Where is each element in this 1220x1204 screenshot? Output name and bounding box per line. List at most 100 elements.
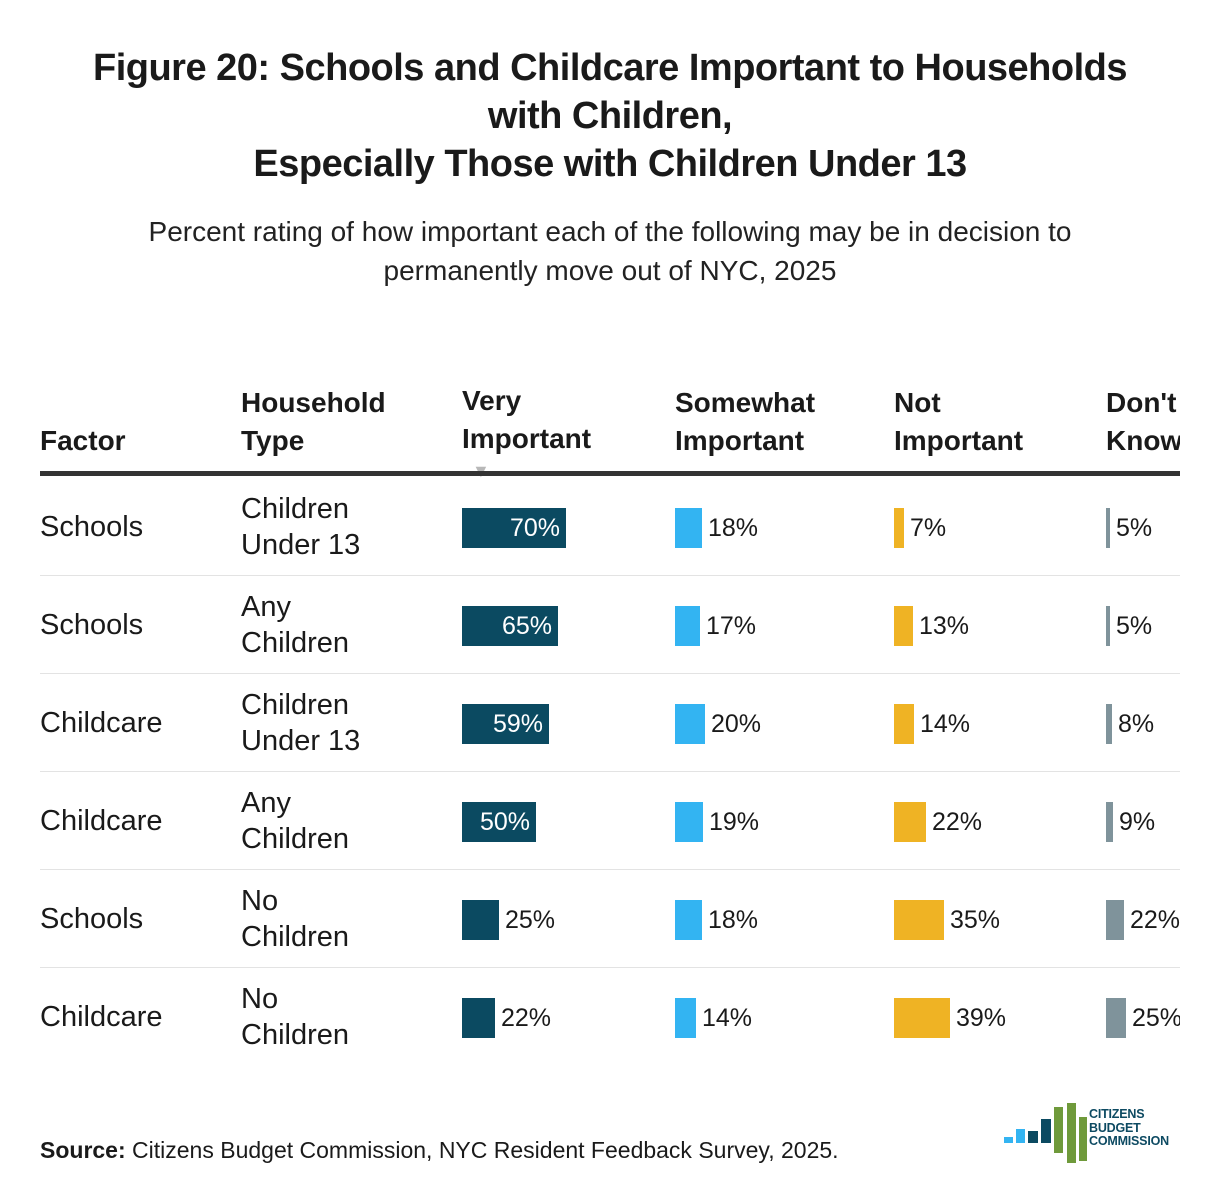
logo-bar-3 — [1028, 1131, 1038, 1143]
household-type-cell: Any Children — [241, 785, 349, 857]
header-somewhat-line-1: Somewhat — [675, 387, 816, 418]
somewhat-bar[interactable] — [675, 998, 696, 1038]
header-household-type-line-2: Type — [241, 425, 305, 456]
row-separator — [40, 869, 1180, 870]
not-bar[interactable] — [894, 704, 914, 744]
header-not-important[interactable]: Not Important — [894, 384, 1023, 460]
logo-bar-6 — [1067, 1103, 1076, 1163]
somewhat-value-label: 18% — [708, 514, 759, 542]
very-bar[interactable] — [462, 802, 536, 842]
chart-table: Factor Household Type Very Important ▼ S… — [40, 340, 1180, 1060]
dk-bar[interactable] — [1106, 802, 1113, 842]
somewhat-bar[interactable] — [675, 508, 702, 548]
not-value-label: 39% — [956, 1004, 1007, 1032]
logo-line-2: BUDGET — [1089, 1120, 1141, 1135]
household-type-line-2: Children — [241, 627, 349, 659]
header-somewhat-important[interactable]: Somewhat Important — [675, 384, 815, 460]
very-bar[interactable] — [462, 606, 558, 646]
title-line-2: with Children, — [487, 95, 733, 137]
very-value-label: 50% — [479, 808, 530, 836]
table-header: Factor Household Type Very Important ▼ S… — [40, 340, 1180, 481]
very-bar[interactable] — [462, 998, 495, 1038]
header-dk-line-1: Don't — [1106, 387, 1177, 418]
header-not-line-1: Not — [894, 387, 941, 418]
title-line-3: Especially Those with Children Under 13 — [253, 143, 967, 185]
not-value-label: 22% — [932, 808, 983, 836]
very-value-label: 25% — [505, 906, 556, 934]
dk-bar[interactable] — [1106, 998, 1126, 1038]
dk-bar[interactable] — [1106, 508, 1110, 548]
logo-line-3: COMMISSION — [1089, 1134, 1169, 1148]
somewhat-bar[interactable] — [675, 704, 705, 744]
header-dk-line-2: Know — [1106, 425, 1180, 456]
dk-value-label: 25% — [1132, 1004, 1180, 1032]
header-household-type[interactable]: Household Type — [241, 384, 386, 460]
household-type-line-2: Under 13 — [241, 529, 361, 561]
household-type-cell: No Children — [241, 981, 349, 1053]
header-rule — [40, 471, 1180, 476]
household-type-cell: Children Under 13 — [241, 687, 360, 759]
very-bar[interactable] — [462, 704, 549, 744]
subtitle-line-1: Percent rating of how important each of … — [148, 216, 1072, 247]
household-type-line-2: Under 13 — [241, 725, 361, 757]
cbc-bars-logo-icon — [1004, 1103, 1087, 1163]
somewhat-bar[interactable] — [675, 606, 700, 646]
row-separator — [40, 771, 1180, 772]
logo-line-1: CITIZENS — [1089, 1107, 1145, 1121]
not-value-label: 13% — [919, 612, 970, 640]
household-type-line-1: Children — [241, 493, 349, 525]
somewhat-value-label: 18% — [708, 906, 759, 934]
household-type-line-1: Any — [241, 787, 291, 819]
not-bar[interactable] — [894, 606, 913, 646]
row-separator — [40, 673, 1180, 674]
header-dont-know[interactable]: Don't Know — [1106, 384, 1180, 460]
very-value-label: 22% — [501, 1004, 552, 1032]
table-row: Childcare Any Children 50% 19% 22% 9% — [40, 772, 1180, 870]
factor-cell: Schools — [40, 903, 144, 935]
not-bar[interactable] — [894, 508, 904, 548]
dk-bar[interactable] — [1106, 900, 1124, 940]
logo-bar-1 — [1004, 1137, 1013, 1143]
somewhat-bar[interactable] — [675, 900, 702, 940]
somewhat-value-label: 17% — [706, 612, 757, 640]
household-type-line-2: Children — [241, 921, 349, 953]
not-value-label: 35% — [950, 906, 1001, 934]
factor-cell: Childcare — [40, 805, 163, 837]
dk-bar[interactable] — [1106, 606, 1110, 646]
factor-cell: Childcare — [40, 1001, 163, 1033]
dk-value-label: 22% — [1130, 906, 1180, 934]
dk-value-label: 5% — [1116, 612, 1153, 640]
household-type-line-2: Children — [241, 1019, 349, 1051]
very-bar[interactable] — [462, 508, 566, 548]
factor-cell: Schools — [40, 609, 144, 641]
title-line-1: Figure 20: Schools and Childcare Importa… — [92, 47, 1128, 89]
logo-wordmark: CITIZENS BUDGET COMMISSION — [1089, 1107, 1169, 1149]
not-bar[interactable] — [894, 900, 944, 940]
dk-value-label: 5% — [1116, 514, 1153, 542]
source-label: Source: — [40, 1137, 126, 1163]
very-bar[interactable] — [462, 900, 499, 940]
factor-cell: Schools — [40, 511, 144, 543]
household-type-cell: Children Under 13 — [241, 491, 360, 563]
table-row: Childcare Children Under 13 59% 20% 14% 8% — [40, 674, 1180, 772]
table-row: Schools Any Children 65% 17% 13% 5% — [40, 576, 1180, 674]
header-factor-label: Factor — [40, 425, 126, 456]
household-type-line-2: Children — [241, 823, 349, 855]
row-separator — [40, 967, 1180, 968]
somewhat-value-label: 14% — [702, 1004, 753, 1032]
header-household-type-line-1: Household — [241, 387, 386, 418]
header-very-line-2: Important — [462, 423, 592, 454]
header-factor[interactable]: Factor — [40, 422, 126, 460]
household-type-cell: No Children — [241, 883, 349, 955]
not-bar[interactable] — [894, 998, 950, 1038]
dk-bar[interactable] — [1106, 704, 1112, 744]
header-very-important[interactable]: Very Important ▼ — [462, 382, 591, 484]
not-bar[interactable] — [894, 802, 926, 842]
very-value-label: 59% — [492, 710, 543, 738]
logo-bar-2 — [1016, 1129, 1025, 1143]
source-text: Citizens Budget Commission, NYC Resident… — [125, 1137, 839, 1163]
household-type-line-1: Children — [241, 689, 349, 721]
somewhat-value-label: 19% — [709, 808, 760, 836]
somewhat-bar[interactable] — [675, 802, 703, 842]
chart-title: Figure 20: Schools and Childcare Importa… — [20, 44, 1200, 188]
